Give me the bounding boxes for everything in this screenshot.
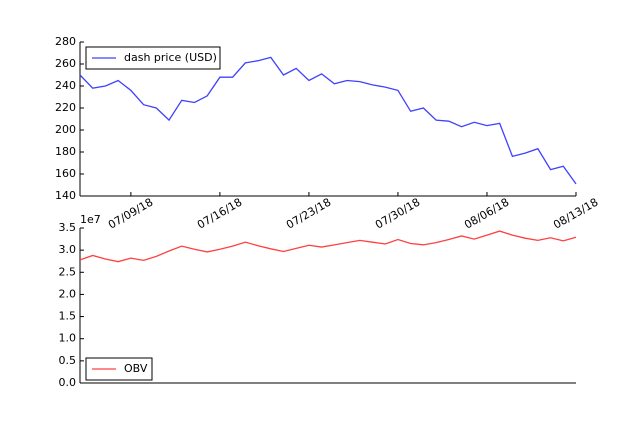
x-tick-label: 08/06/18 <box>462 196 511 232</box>
y-tick-label: 0.0 <box>59 376 77 389</box>
y-tick-label: 1.0 <box>59 332 77 345</box>
y-tick-label: 200 <box>55 123 76 136</box>
x-tick-label: 07/30/18 <box>373 196 422 232</box>
y-tick-label: 3.0 <box>59 243 77 256</box>
x-tick-label: 07/23/18 <box>284 196 333 232</box>
x-tick-label: 08/13/18 <box>551 196 600 232</box>
data-line <box>79 230 577 263</box>
legend-label: OBV <box>124 362 148 375</box>
data-line <box>79 56 577 185</box>
y-tick-label: 140 <box>55 189 76 202</box>
x-tick-label: 07/09/18 <box>106 196 155 232</box>
y-tick-label: 3.5 <box>59 221 77 234</box>
y-tick-label: 1.5 <box>59 310 77 323</box>
y-tick-label: 160 <box>55 167 76 180</box>
y-tick-label: 0.5 <box>59 354 77 367</box>
legend-box <box>85 357 153 381</box>
y-tick-label: 280 <box>55 35 76 48</box>
y-tick-label: 2.5 <box>59 265 77 278</box>
y-tick-label: 260 <box>55 57 76 70</box>
x-tick-label: 07/16/18 <box>195 196 244 232</box>
offset-label: 1e7 <box>80 213 101 226</box>
y-tick-label: 2.0 <box>59 287 77 300</box>
y-tick-label: 220 <box>55 101 76 114</box>
legend-label: dash price (USD) <box>124 51 217 64</box>
y-tick-label: 180 <box>55 145 76 158</box>
y-tick-label: 240 <box>55 79 76 92</box>
legend-box <box>85 46 221 70</box>
